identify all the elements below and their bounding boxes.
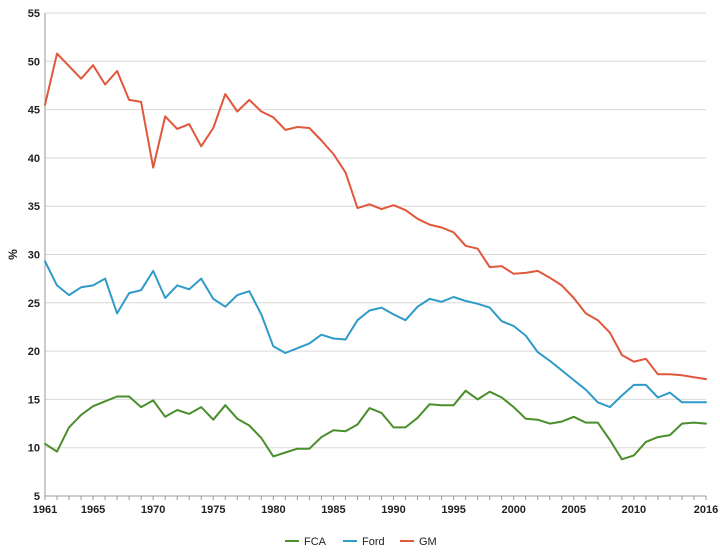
x-tick-label: 2000 [501,504,525,516]
y-tick-label: 15 [28,394,40,406]
x-tick-label: 2010 [622,504,646,516]
legend-label-ford: Ford [362,536,385,548]
x-tick-label: 1980 [261,504,285,516]
series-lines [44,52,707,461]
x-tick-label: 1990 [381,504,405,516]
y-tick-label: 5 [34,491,40,503]
gridlines [45,12,706,497]
y-tick-label: 50 [28,56,40,68]
legend-label-gm: GM [419,536,437,548]
x-tick-label: 2016 [694,504,718,516]
x-tick-label: 1995 [441,504,465,516]
y-tick-label: 55 [28,8,40,20]
x-tick-label: 1975 [201,504,225,516]
x-tick-label: 2005 [562,504,586,516]
y-tick-label: 35 [28,201,40,213]
series-line-fca [44,389,707,461]
y-tick-label: 10 [28,443,40,455]
axes: 5 10 15 20 25 30 35 40 45 50 55 1961 1965 1970 1975 198… [28,8,718,516]
y-tick-label: 30 [28,250,40,262]
legend: FCA Ford GM [285,536,437,548]
x-tick-label: 1985 [321,504,345,516]
x-tick-label: 1965 [81,504,105,516]
y-tick-label: 45 [28,105,40,117]
y-tick-label: 20 [28,346,40,358]
legend-label-fca: FCA [304,536,327,548]
y-tick-label: 40 [28,153,40,165]
x-tick-label: 1970 [141,504,165,516]
series-line-ford [44,260,707,409]
y-axis-label: % [6,249,20,260]
x-tick-label: 1961 [33,504,57,516]
series-line-gm [44,52,707,381]
y-tick-label: 25 [28,298,40,310]
